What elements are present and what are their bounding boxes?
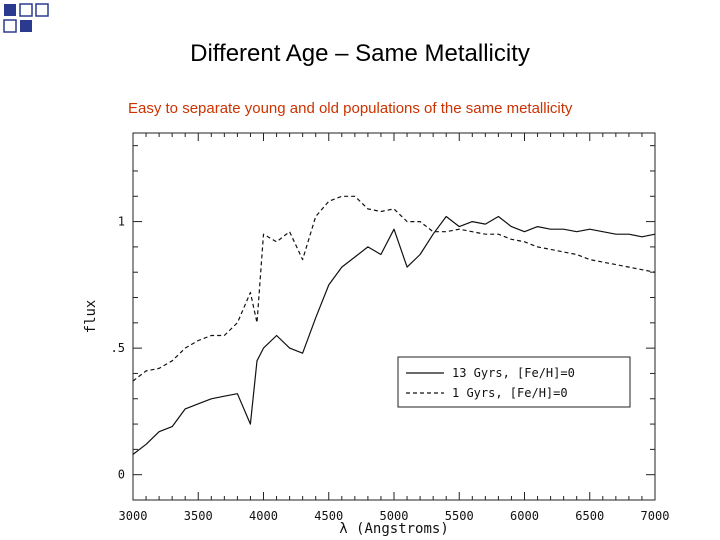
- x-tick-label: 3000: [119, 509, 148, 523]
- x-tick-label: 5000: [380, 509, 409, 523]
- x-tick-label: 6500: [575, 509, 604, 523]
- corner-square: [20, 20, 32, 32]
- series-line-1: [132, 215, 656, 455]
- legend-label: 13 Gyrs, [Fe/H]=0: [452, 366, 575, 380]
- y-tick-label: 1: [118, 215, 125, 229]
- corner-square: [19, 3, 33, 17]
- corner-square: [35, 3, 49, 17]
- slide-subtitle: Easy to separate young and old populatio…: [128, 100, 573, 117]
- x-tick-label: 6000: [510, 509, 539, 523]
- series-line-2: [132, 195, 656, 382]
- x-tick-label: 3500: [184, 509, 213, 523]
- corner-square: [4, 4, 16, 16]
- legend-box: [397, 356, 631, 408]
- x-axis-label: λ (Angstroms): [339, 521, 449, 537]
- x-tick-label: 4000: [249, 509, 278, 523]
- legend-label: 1 Gyrs, [Fe/H]=0: [452, 386, 568, 400]
- corner-squares-decoration: [3, 3, 49, 33]
- x-tick-label: 7000: [641, 509, 670, 523]
- x-tick-label: 4500: [314, 509, 343, 523]
- x-tick-label: 5500: [445, 509, 474, 523]
- y-axis-label: flux: [83, 300, 99, 334]
- plot-frame: [132, 132, 656, 501]
- y-tick-label: 0: [118, 468, 125, 482]
- slide-title: Different Age – Same Metallicity: [190, 40, 530, 67]
- corner-square: [3, 19, 17, 33]
- y-tick-label: .5: [111, 341, 125, 355]
